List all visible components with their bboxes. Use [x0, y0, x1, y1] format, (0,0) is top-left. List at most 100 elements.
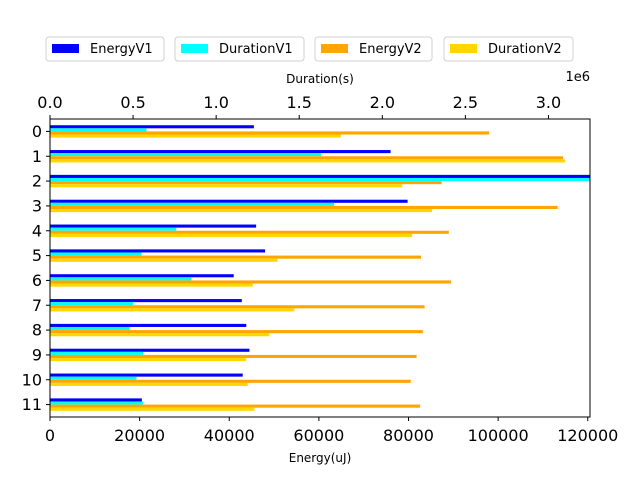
bar-durationv2-10	[50, 382, 248, 386]
bar-energyv1-6	[50, 274, 234, 278]
top-tick-label: 0.0	[37, 93, 62, 112]
top-axis-offset-text: 1e6	[565, 70, 590, 85]
bar-energyv2-11	[50, 404, 421, 408]
bar-durationv1-11	[50, 401, 144, 405]
bar-energyv2-2	[50, 181, 442, 185]
bar-energyv2-6	[50, 280, 452, 284]
bottom-tick-label: 60000	[293, 426, 344, 445]
legend-box	[45, 36, 165, 62]
bar-durationv2-11	[50, 407, 255, 411]
legend-label: DurationV2	[488, 42, 562, 57]
legend-item-energyv2: EnergyV2	[314, 36, 433, 62]
bar-energyv2-4	[50, 230, 449, 234]
bar-energyv1-4	[50, 224, 257, 228]
bar-energyv2-8	[50, 330, 423, 334]
legend-swatch	[52, 44, 79, 53]
y-tick-label: 7	[32, 296, 42, 315]
bar-energyv2-1	[50, 156, 564, 160]
bar-durationv2-7	[50, 308, 295, 312]
bar-durationv2-3	[50, 209, 433, 213]
bar-durationv2-1	[50, 159, 566, 163]
bar-durationv1-5	[50, 252, 142, 256]
bar-energyv1-1	[50, 150, 391, 154]
y-tick-label: 10	[22, 370, 42, 389]
legend-label: EnergyV2	[359, 42, 422, 57]
y-tick-label: 6	[32, 271, 42, 290]
bar-energyv2-3	[50, 205, 558, 210]
bar-durationv2-4	[50, 233, 413, 237]
legend-box	[443, 36, 574, 62]
bar-energyv2-9	[50, 354, 417, 359]
y-tick-label: 4	[32, 221, 42, 240]
bar-energyv1-2	[50, 174, 590, 178]
bottom-tick-label: 100000	[468, 426, 529, 445]
bar-durationv1-4	[50, 227, 177, 231]
top-tick-label: 0.5	[120, 93, 145, 112]
bars-layer	[50, 125, 590, 411]
bar-durationv1-8	[50, 326, 130, 331]
bar-durationv2-8	[50, 333, 270, 337]
legend-item-durationv2: DurationV2	[443, 36, 574, 62]
y-tick-label: 9	[32, 345, 42, 364]
legend-label: EnergyV1	[90, 42, 153, 57]
bar-durationv2-0	[50, 134, 341, 138]
legend-item-durationv1: DurationV1	[174, 36, 305, 62]
plot-frame	[49, 118, 591, 418]
top-axis-title: Duration(s)	[286, 72, 354, 86]
bar-durationv2-2	[50, 184, 403, 188]
legend-box	[174, 36, 305, 62]
bar-energyv1-10	[50, 373, 243, 377]
bar-energyv1-3	[50, 199, 408, 203]
bar-durationv2-9	[50, 358, 247, 362]
bar-energyv2-7	[50, 305, 425, 309]
bottom-axis-ticks: 0 20000 40000 60000 80000 100000 120000	[45, 417, 618, 445]
top-tick-label: 3.0	[536, 93, 561, 112]
bar-durationv1-6	[50, 277, 192, 281]
bar-energyv2-0	[50, 131, 490, 135]
bar-durationv1-9	[50, 351, 144, 355]
bar-durationv2-6	[50, 283, 253, 287]
bottom-tick-label: 20000	[114, 426, 165, 445]
bar-energyv2-10	[50, 379, 411, 383]
bar-durationv1-7	[50, 302, 134, 306]
legend-item-energyv1: EnergyV1	[45, 36, 165, 62]
y-tick-label: 1	[32, 147, 42, 166]
bar-durationv2-5	[50, 258, 278, 262]
bar-energyv1-11	[50, 398, 142, 402]
bar-durationv1-10	[50, 376, 137, 380]
legend-swatch	[321, 44, 348, 53]
bottom-tick-label: 80000	[383, 426, 434, 445]
bar-durationv1-1	[50, 153, 321, 157]
top-tick-label: 1.5	[287, 93, 312, 112]
bottom-tick-label: 120000	[557, 426, 618, 445]
top-axis-ticks: 0.0 0.5 1.0 1.5 2.0 2.5 3.0	[37, 93, 561, 119]
top-tick-label: 1.0	[203, 93, 228, 112]
bar-energyv1-0	[50, 125, 254, 129]
y-tick-label: 0	[32, 122, 42, 141]
legend-box	[314, 36, 433, 62]
y-tick-label: 8	[32, 321, 42, 340]
y-tick-label: 3	[32, 196, 42, 215]
legend-swatch	[450, 44, 477, 53]
bottom-tick-label: 40000	[204, 426, 255, 445]
bar-energyv1-9	[50, 348, 250, 352]
y-tick-label: 11	[22, 395, 42, 414]
bar-durationv1-0	[50, 128, 147, 132]
top-tick-label: 2.5	[453, 93, 478, 112]
y-tick-label: 2	[32, 172, 42, 191]
bar-durationv1-3	[50, 202, 335, 206]
y-axis-ticks: 0 1 2 3 4 5 6 7 8 9 10 11	[22, 122, 50, 414]
bar-energyv1-7	[50, 299, 242, 303]
bar-energyv1-8	[50, 323, 247, 327]
bar-energyv2-5	[50, 255, 422, 259]
top-tick-label: 2.0	[370, 93, 395, 112]
y-tick-label: 5	[32, 246, 42, 265]
legend: EnergyV1 DurationV1 EnergyV2 DurationV2	[45, 36, 574, 62]
legend-label: DurationV1	[219, 42, 293, 57]
bottom-axis-title: Energy(uJ)	[289, 451, 352, 465]
bar-durationv1-2	[50, 177, 590, 182]
bar-energyv1-5	[50, 249, 266, 253]
bottom-tick-label: 0	[45, 426, 55, 445]
legend-swatch	[181, 44, 208, 53]
